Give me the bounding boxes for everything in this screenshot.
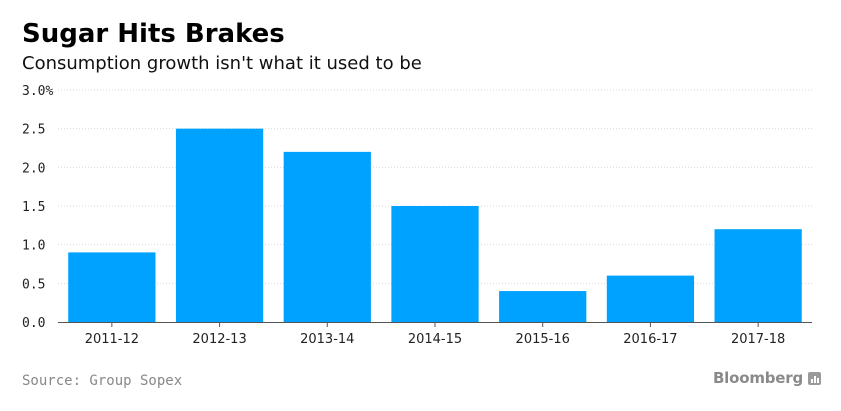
x-tick-label: 2013-14 — [300, 332, 354, 347]
bar — [283, 151, 371, 322]
bars — [68, 128, 802, 322]
bar — [714, 229, 802, 322]
source-note: Source: Group Sopex — [22, 373, 183, 389]
y-tick-label: 3.0% — [22, 84, 53, 99]
brand-logo: Bloomberg — [713, 369, 821, 387]
chart-subtitle: Consumption growth isn't what it used to… — [22, 53, 422, 74]
bloomberg-chart-icon — [808, 371, 821, 385]
bar — [391, 206, 479, 322]
y-tick-label: 0.0 — [22, 316, 45, 331]
x-tick-label: 2015-16 — [516, 332, 570, 347]
x-tick-label: 2014-15 — [408, 332, 462, 347]
chart-title: Sugar Hits Brakes — [22, 19, 285, 49]
y-tick-label: 2.0 — [22, 161, 45, 176]
y-tick-label: 1.5 — [22, 200, 45, 215]
y-tick-label: 0.5 — [22, 277, 45, 292]
y-tick-label: 1.0 — [22, 239, 45, 254]
bar — [68, 252, 156, 322]
x-tick-label: 2017-18 — [731, 332, 785, 347]
x-tick-label: 2012-13 — [192, 332, 246, 347]
axes — [58, 322, 812, 327]
y-tick-label: 2.5 — [22, 123, 45, 138]
x-tick-label: 2016-17 — [623, 332, 677, 347]
bar — [175, 128, 264, 322]
tick-labels: 0.0 0.5 1.0 1.5 2.0 2.5 3.0% 2011-12 2012-13 2013… — [22, 84, 785, 347]
brand-name: Bloomberg — [712, 369, 803, 387]
bar — [499, 291, 587, 322]
x-tick-label: 2011-12 — [85, 332, 139, 347]
bar — [606, 275, 695, 322]
